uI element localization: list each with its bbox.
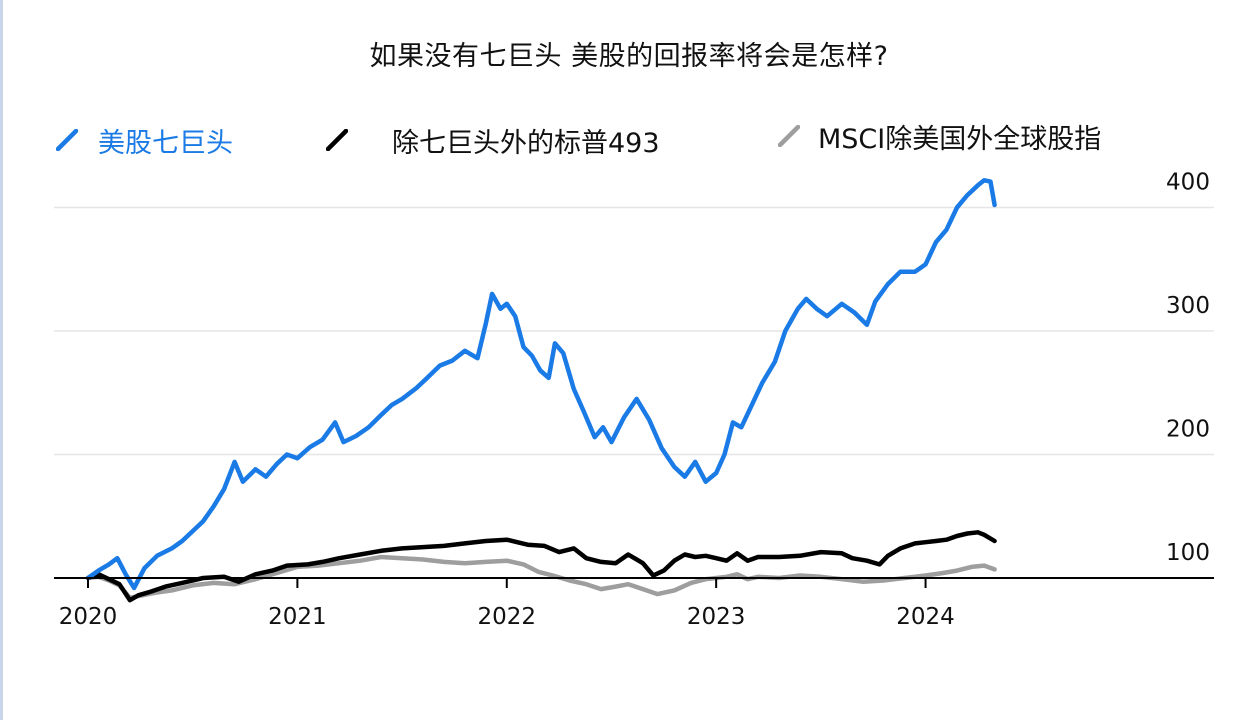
legend-item-magnificent-seven: 美股七巨头 bbox=[56, 120, 233, 160]
legend-label: 除七巨头外的标普493 bbox=[392, 127, 660, 159]
legend-item-sp493: 除七巨头外的标普493 bbox=[326, 120, 660, 160]
y-tick-label: 100 bbox=[1166, 540, 1210, 566]
series-line-2 bbox=[85, 530, 997, 603]
y-tick-label: 400 bbox=[1166, 170, 1210, 196]
legend-label: MSCI除美国外全球股指 bbox=[818, 123, 1102, 155]
legend-swatch-black-icon bbox=[326, 129, 348, 151]
x-tick-label: 2021 bbox=[268, 604, 327, 630]
legend-swatch-blue-icon bbox=[56, 129, 78, 151]
y-tick-label: 200 bbox=[1166, 417, 1210, 443]
legend-item-msci: MSCI除美国外全球股指 bbox=[778, 116, 1101, 156]
x-tick-label: 2020 bbox=[59, 604, 118, 630]
chart-title: 如果没有七巨头 美股的回报率将会是怎样? bbox=[369, 41, 889, 72]
x-tick-label: 2022 bbox=[478, 604, 537, 630]
page-left-border bbox=[0, 0, 3, 720]
legend-swatch-gray-icon bbox=[778, 125, 800, 147]
series-line-1 bbox=[85, 178, 997, 591]
x-tick-label: 2024 bbox=[896, 604, 955, 630]
series-line-3 bbox=[85, 554, 997, 601]
x-tick-label: 2023 bbox=[687, 604, 746, 630]
y-tick-label: 300 bbox=[1166, 293, 1210, 319]
legend-label: 美股七巨头 bbox=[98, 127, 233, 159]
